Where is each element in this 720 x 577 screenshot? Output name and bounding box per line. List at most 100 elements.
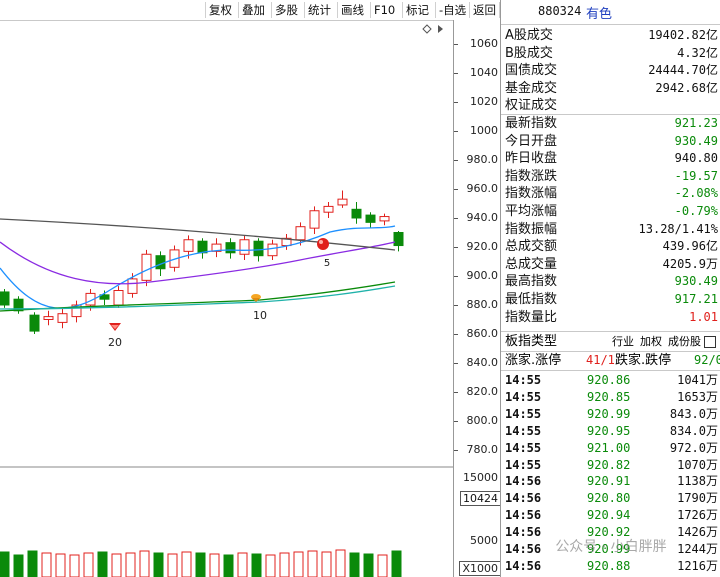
stat-value: 13.28/1.41% bbox=[638, 221, 718, 236]
diamond-icon[interactable] bbox=[422, 24, 432, 34]
plate-link-industry[interactable]: 行业 bbox=[612, 335, 634, 348]
volume-bar bbox=[139, 550, 150, 577]
toolbar-f10[interactable]: F10 bbox=[370, 2, 398, 18]
candle-body bbox=[351, 208, 362, 219]
moving-average-line bbox=[0, 241, 396, 285]
candle-body bbox=[0, 291, 10, 306]
price-tick-label: 960.0 bbox=[466, 182, 499, 195]
price-tick-label: 860.0 bbox=[466, 327, 499, 340]
stat-row: B股成交 4.32亿 bbox=[501, 45, 720, 63]
candle-body bbox=[379, 216, 390, 222]
plate-link-components[interactable]: 成份股 bbox=[668, 335, 701, 348]
volume-bar bbox=[307, 550, 318, 577]
stat-value: 940.80 bbox=[674, 151, 718, 166]
stat-label: 最低指数 bbox=[505, 292, 558, 307]
toolbar-draw-line[interactable]: 画线 bbox=[337, 2, 367, 18]
volume-bar bbox=[111, 553, 122, 577]
ma-marker-icon bbox=[317, 238, 329, 250]
tick-time: 14:55 bbox=[505, 389, 542, 404]
volume-bar bbox=[265, 554, 276, 577]
volume-bar bbox=[181, 551, 192, 577]
stat-label: 今日开盘 bbox=[505, 133, 558, 149]
tick-time: 14:56 bbox=[505, 525, 542, 540]
stat-value: 917.21 bbox=[674, 292, 718, 306]
stat-value: 2942.68亿 bbox=[655, 80, 718, 95]
candle-body bbox=[29, 314, 40, 332]
candle-body bbox=[13, 298, 24, 312]
volume-bar bbox=[0, 551, 10, 577]
toolbar-multi-stock[interactable]: 多股 bbox=[271, 2, 301, 18]
candle-body bbox=[141, 253, 152, 281]
toolbar-back[interactable]: 返回 bbox=[469, 2, 500, 18]
price-tick-mark bbox=[454, 73, 458, 74]
tick-volume: 1138万 bbox=[677, 474, 718, 489]
tick-row: 14:55 920.86 1041万 bbox=[501, 372, 720, 389]
tick-volume: 1041万 bbox=[677, 373, 718, 387]
volume-bar bbox=[97, 551, 108, 577]
candle-body bbox=[225, 242, 236, 254]
tick-volume: 1070万 bbox=[677, 457, 718, 472]
stat-row: 最高指数 930.49 bbox=[501, 273, 720, 291]
stat-row: 总成交额 439.96亿 bbox=[501, 238, 720, 256]
toolbar-statistics[interactable]: 统计 bbox=[304, 2, 334, 18]
tick-price: 920.86 bbox=[587, 373, 631, 387]
price-tick-mark bbox=[454, 392, 458, 393]
volume-bar bbox=[349, 552, 360, 577]
moving-average-line bbox=[0, 225, 396, 309]
stat-label: 最高指数 bbox=[505, 274, 558, 290]
candle-body bbox=[365, 214, 376, 223]
down-value: 92/0 bbox=[694, 353, 720, 367]
stat-label: 总成交量 bbox=[505, 256, 558, 272]
candle-body bbox=[309, 210, 320, 229]
tick-row: 14:56 920.99 1244万 bbox=[501, 541, 720, 558]
tick-price: 920.85 bbox=[587, 389, 631, 404]
toolbar-mark[interactable]: 标记 bbox=[402, 2, 432, 18]
stat-row: 昨日收盘 940.80 bbox=[501, 150, 720, 168]
volume-unit-label: X1000 bbox=[459, 561, 501, 576]
kline-svg: 20 10 5 bbox=[0, 24, 453, 577]
stat-row: A股成交 19402.82亿 bbox=[501, 27, 720, 45]
price-tick-label: 920.0 bbox=[466, 240, 499, 253]
price-tick-label: 820.0 bbox=[466, 385, 499, 398]
stat-value: 1.01 bbox=[689, 309, 718, 324]
plate-link-weighted[interactable]: 加权 bbox=[640, 335, 662, 348]
stat-label: 最新指数 bbox=[505, 116, 558, 131]
toolbar-remove-watchlist[interactable]: -自选 bbox=[435, 2, 469, 18]
toolbar-overlay[interactable]: 叠加 bbox=[238, 2, 268, 18]
stat-value: -2.08% bbox=[674, 186, 718, 201]
candle-body bbox=[113, 290, 124, 306]
toolbar-restore-rights[interactable]: 复权 bbox=[205, 2, 235, 18]
volume-bar bbox=[279, 552, 290, 577]
tick-price: 920.94 bbox=[587, 508, 631, 523]
price-tick-mark bbox=[454, 276, 458, 277]
stat-label: 总成交额 bbox=[505, 239, 558, 255]
tick-time: 14:55 bbox=[505, 406, 542, 421]
price-tick-mark bbox=[454, 450, 458, 451]
tick-time: 14:55 bbox=[505, 440, 542, 455]
tick-time: 14:55 bbox=[505, 457, 542, 472]
tick-volume: 1653万 bbox=[677, 389, 718, 404]
stat-row: 指数涨幅 -2.08% bbox=[501, 185, 720, 203]
quote-panel: 880324 有色 A股成交 19402.82亿 B股成交 4.32亿 国债成交 2444… bbox=[500, 0, 720, 577]
price-tick-label: 980.0 bbox=[466, 153, 499, 166]
stat-value: 4205.9万 bbox=[662, 256, 718, 271]
tick-time: 14:56 bbox=[505, 474, 542, 489]
stat-value: 19402.82亿 bbox=[648, 28, 718, 42]
stat-row: 指数振幅 13.28/1.41% bbox=[501, 221, 720, 239]
tick-row: 14:55 920.99 843.0万 bbox=[501, 406, 720, 423]
watermark-text: 公众号 · 小白胖胖 bbox=[555, 539, 667, 555]
chart-toolbar: 复权 叠加 多股 统计 画线 F10 标记 -自选 返回 bbox=[0, 0, 500, 21]
volume-bar bbox=[195, 552, 206, 577]
kline-chart[interactable]: 20 10 5 bbox=[0, 20, 453, 577]
candle-body bbox=[99, 294, 110, 300]
price-tick-mark bbox=[454, 160, 458, 161]
stat-value: 24444.70亿 bbox=[648, 63, 718, 78]
down-label: 跌家.跌停 bbox=[615, 353, 672, 368]
price-tick-mark bbox=[454, 44, 458, 45]
price-tick-mark bbox=[454, 102, 458, 103]
volume-bar bbox=[167, 553, 178, 577]
collapse-arrow-icon[interactable] bbox=[438, 25, 443, 33]
grid-icon[interactable] bbox=[704, 336, 716, 348]
stat-label: 基金成交 bbox=[505, 80, 558, 96]
candle-body bbox=[253, 240, 264, 257]
